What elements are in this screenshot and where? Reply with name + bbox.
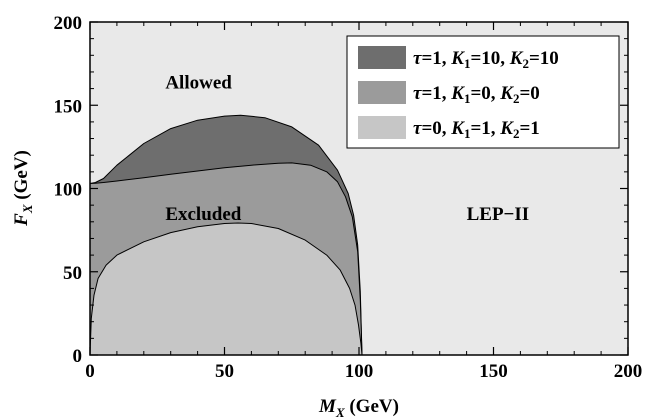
legend-swatch-s2: [358, 81, 406, 104]
annotation-allowed: Allowed: [165, 73, 232, 94]
y-tick-label: 50: [63, 263, 82, 284]
y-tick-label: 200: [54, 13, 83, 34]
y-axis-title: FX (GeV): [11, 150, 35, 227]
legend-swatch-s1: [358, 46, 406, 69]
y-tick-label: 0: [73, 346, 83, 367]
axis-ticks: 0 50 100 150 200 0 50 100 150 200: [54, 13, 643, 382]
y-tick-label: 150: [54, 96, 83, 117]
y-tick-label: 100: [54, 180, 83, 201]
annotation-lep-ii: LEP−II: [467, 204, 530, 225]
x-tick-label: 200: [614, 361, 643, 382]
excluded-regions: [89, 114, 363, 356]
x-tick-label: 50: [215, 361, 234, 382]
legend-label-s1: τ=1, K1=10, K2=10: [413, 48, 559, 71]
x-axis-title: MX (GeV): [318, 396, 399, 419]
x-tick-label: 100: [345, 361, 374, 382]
x-tick-label: 150: [479, 361, 508, 382]
annotation-excluded: Excluded: [165, 204, 241, 225]
legend-swatch-s3: [358, 116, 406, 139]
legend-label-s3: τ=0, K1=1, K2=1: [413, 118, 540, 141]
x-tick-label: 0: [85, 361, 95, 382]
region-s3: [89, 222, 363, 356]
legend-label-s2: τ=1, K1=0, K2=0: [413, 83, 540, 106]
legend: τ=1, K1=10, K2=10 τ=1, K1=0, K2=0 τ=0, K…: [346, 35, 620, 149]
